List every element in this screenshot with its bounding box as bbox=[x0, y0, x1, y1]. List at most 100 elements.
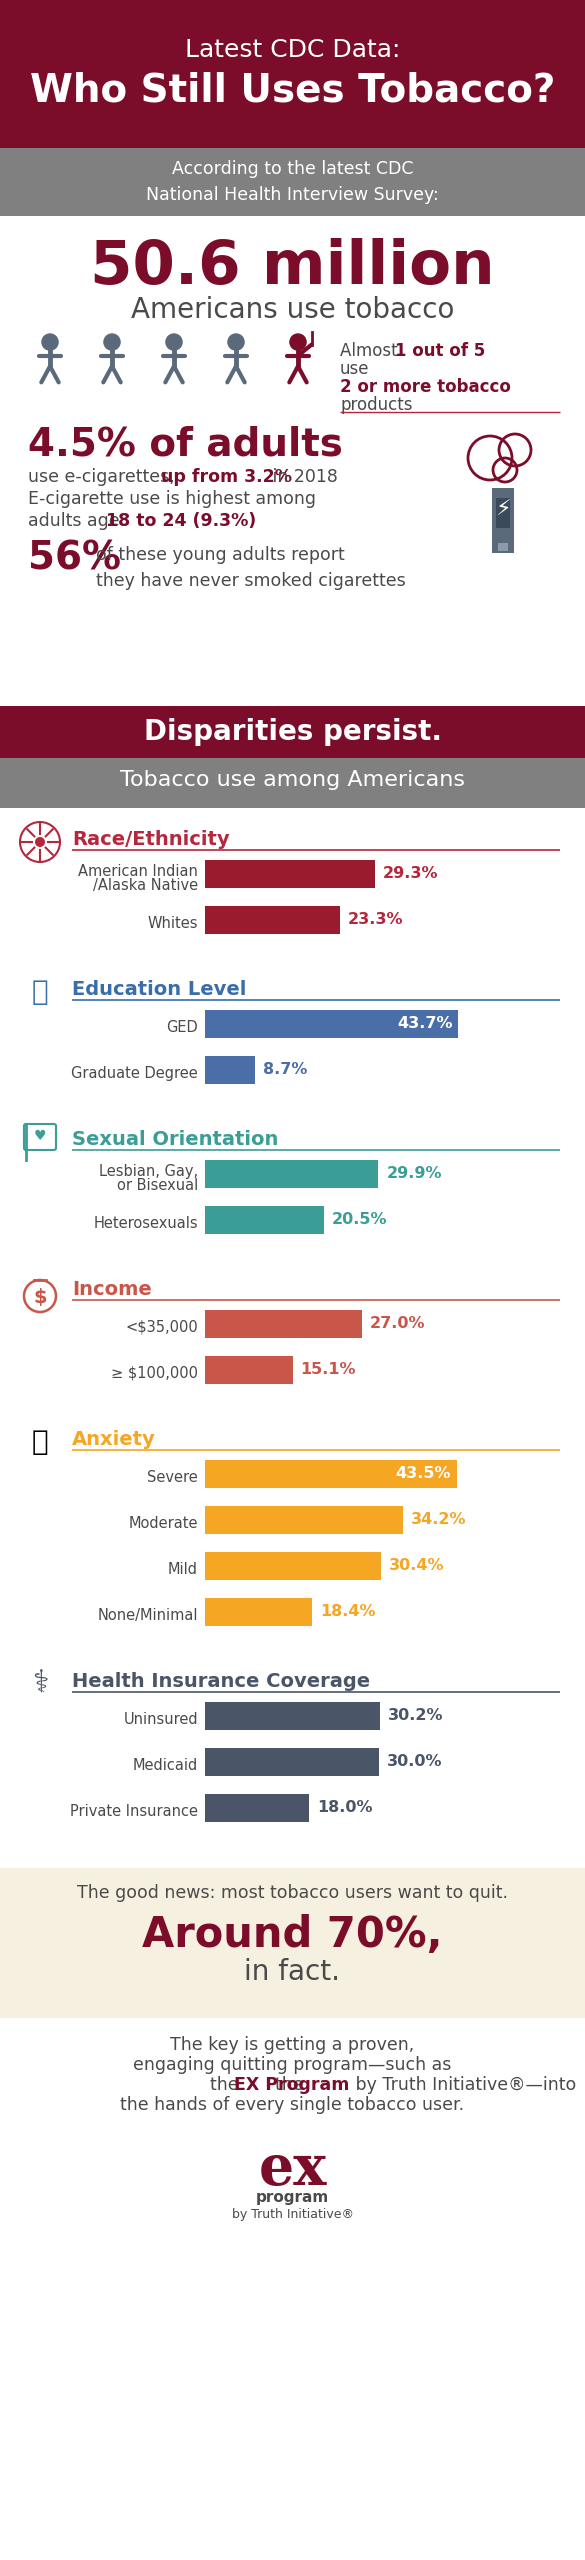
Text: 8.7%: 8.7% bbox=[263, 1062, 308, 1078]
Text: of these young adults report
they have never smoked cigarettes: of these young adults report they have n… bbox=[96, 545, 406, 591]
Text: Sexual Orientation: Sexual Orientation bbox=[72, 1129, 278, 1149]
Text: 🧠: 🧠 bbox=[32, 1428, 49, 1457]
Text: 43.5%: 43.5% bbox=[396, 1467, 451, 1482]
Text: adults age: adults age bbox=[28, 512, 125, 530]
Text: ⚕: ⚕ bbox=[32, 1669, 48, 1697]
Text: Who Still Uses Tobacco?: Who Still Uses Tobacco? bbox=[30, 72, 555, 110]
Text: ♥: ♥ bbox=[34, 1129, 46, 1142]
Bar bbox=[0, 758, 585, 809]
Text: the: the bbox=[276, 2076, 309, 2094]
Text: Americans use tobacco: Americans use tobacco bbox=[131, 297, 454, 325]
Text: the: the bbox=[211, 2076, 245, 2094]
Text: Whites: Whites bbox=[147, 916, 198, 932]
Text: Almost: Almost bbox=[340, 343, 403, 361]
Bar bbox=[205, 1795, 309, 1823]
Text: ≥ $100,000: ≥ $100,000 bbox=[111, 1367, 198, 1380]
Text: use e-cigarettes,: use e-cigarettes, bbox=[28, 468, 180, 486]
Text: up from 3.2%: up from 3.2% bbox=[161, 468, 292, 486]
Text: Uninsured: Uninsured bbox=[123, 1713, 198, 1728]
Text: the hands of every single tobacco user.: the hands of every single tobacco user. bbox=[121, 2097, 464, 2115]
Text: E-cigarette use is highest among: E-cigarette use is highest among bbox=[28, 489, 316, 507]
Text: 34.2%: 34.2% bbox=[411, 1513, 467, 1528]
Bar bbox=[0, 1869, 585, 2017]
Bar bbox=[205, 1551, 381, 1580]
Text: According to the latest CDC
National Health Interview Survey:: According to the latest CDC National Hea… bbox=[146, 159, 439, 205]
Bar bbox=[205, 1011, 459, 1037]
Text: in 2018: in 2018 bbox=[267, 468, 338, 486]
Text: None/Minimal: None/Minimal bbox=[98, 1608, 198, 1623]
Text: 15.1%: 15.1% bbox=[301, 1362, 356, 1377]
Bar bbox=[0, 215, 585, 707]
Bar bbox=[0, 2299, 585, 2560]
Bar bbox=[0, 2017, 585, 2299]
Bar bbox=[205, 1702, 380, 1731]
Text: Graduate Degree: Graduate Degree bbox=[71, 1065, 198, 1080]
Text: 1 out of 5: 1 out of 5 bbox=[395, 343, 485, 361]
Text: 20.5%: 20.5% bbox=[332, 1213, 387, 1226]
Text: or Bisexual: or Bisexual bbox=[117, 1178, 198, 1193]
Text: Severe: Severe bbox=[147, 1469, 198, 1485]
Text: Disparities persist.: Disparities persist. bbox=[143, 717, 442, 745]
Bar bbox=[205, 1206, 324, 1234]
Text: 50.6 million: 50.6 million bbox=[90, 238, 495, 297]
Text: Education Level: Education Level bbox=[72, 980, 246, 998]
Bar bbox=[205, 906, 340, 934]
Bar bbox=[243, 2135, 342, 2196]
Text: 27.0%: 27.0% bbox=[370, 1316, 425, 1331]
Text: American Indian: American Indian bbox=[78, 863, 198, 878]
Text: 30.0%: 30.0% bbox=[387, 1754, 442, 1769]
Bar bbox=[205, 1311, 362, 1339]
Text: Health Insurance Coverage: Health Insurance Coverage bbox=[72, 1672, 370, 1692]
Circle shape bbox=[228, 333, 244, 351]
Text: Anxiety: Anxiety bbox=[72, 1431, 156, 1449]
Text: /Alaska Native: /Alaska Native bbox=[93, 878, 198, 893]
Text: in fact.: in fact. bbox=[245, 1958, 340, 1987]
Circle shape bbox=[104, 333, 120, 351]
Text: 56%: 56% bbox=[28, 540, 121, 579]
Text: Race/Ethnicity: Race/Ethnicity bbox=[72, 829, 230, 850]
Text: 43.7%: 43.7% bbox=[397, 1016, 452, 1032]
Bar bbox=[0, 0, 585, 148]
Text: ⚡: ⚡ bbox=[495, 499, 511, 520]
Text: Lesbian, Gay,: Lesbian, Gay, bbox=[99, 1165, 198, 1180]
Bar bbox=[205, 860, 375, 888]
Text: by Truth Initiative®—into: by Truth Initiative®—into bbox=[349, 2076, 576, 2094]
Text: 18.0%: 18.0% bbox=[318, 1800, 373, 1815]
Text: 29.9%: 29.9% bbox=[387, 1167, 442, 1183]
Circle shape bbox=[290, 333, 306, 351]
Bar bbox=[0, 707, 585, 758]
Bar bbox=[492, 489, 514, 553]
Text: Mild: Mild bbox=[168, 1562, 198, 1577]
Text: The good news: most tobacco users want to quit.: The good news: most tobacco users want t… bbox=[77, 1884, 508, 1902]
Text: GED: GED bbox=[166, 1019, 198, 1034]
Text: Medicaid: Medicaid bbox=[133, 1759, 198, 1774]
Bar bbox=[205, 1055, 256, 1083]
Text: Heterosexuals: Heterosexuals bbox=[94, 1216, 198, 1231]
Circle shape bbox=[166, 333, 182, 351]
Text: ex: ex bbox=[259, 2143, 326, 2196]
Text: Around 70%,: Around 70%, bbox=[142, 1915, 443, 1956]
Text: 29.3%: 29.3% bbox=[383, 865, 438, 881]
Text: 30.4%: 30.4% bbox=[390, 1559, 445, 1574]
Text: $: $ bbox=[33, 1288, 47, 1308]
Text: Moderate: Moderate bbox=[129, 1516, 198, 1531]
Circle shape bbox=[35, 837, 45, 847]
Bar bbox=[205, 1505, 404, 1533]
Text: 18 to 24 (9.3%): 18 to 24 (9.3%) bbox=[106, 512, 256, 530]
Bar bbox=[0, 809, 585, 2007]
Text: Latest CDC Data:: Latest CDC Data: bbox=[185, 38, 400, 61]
Text: 🎓: 🎓 bbox=[32, 978, 49, 1006]
Text: use: use bbox=[340, 361, 370, 379]
Text: program: program bbox=[256, 2189, 329, 2204]
Bar bbox=[498, 543, 508, 550]
Bar bbox=[205, 1597, 312, 1626]
Circle shape bbox=[42, 333, 58, 351]
Text: Tobacco use among Americans: Tobacco use among Americans bbox=[120, 771, 465, 791]
Bar bbox=[0, 148, 585, 215]
Text: EX Program: EX Program bbox=[235, 2076, 350, 2094]
Text: 4.5% of adults: 4.5% of adults bbox=[28, 425, 343, 463]
Text: 2 or more tobacco: 2 or more tobacco bbox=[340, 379, 511, 397]
Text: products: products bbox=[340, 397, 412, 415]
Text: The key is getting a proven,: The key is getting a proven, bbox=[170, 2035, 415, 2053]
Bar bbox=[205, 1748, 379, 1777]
